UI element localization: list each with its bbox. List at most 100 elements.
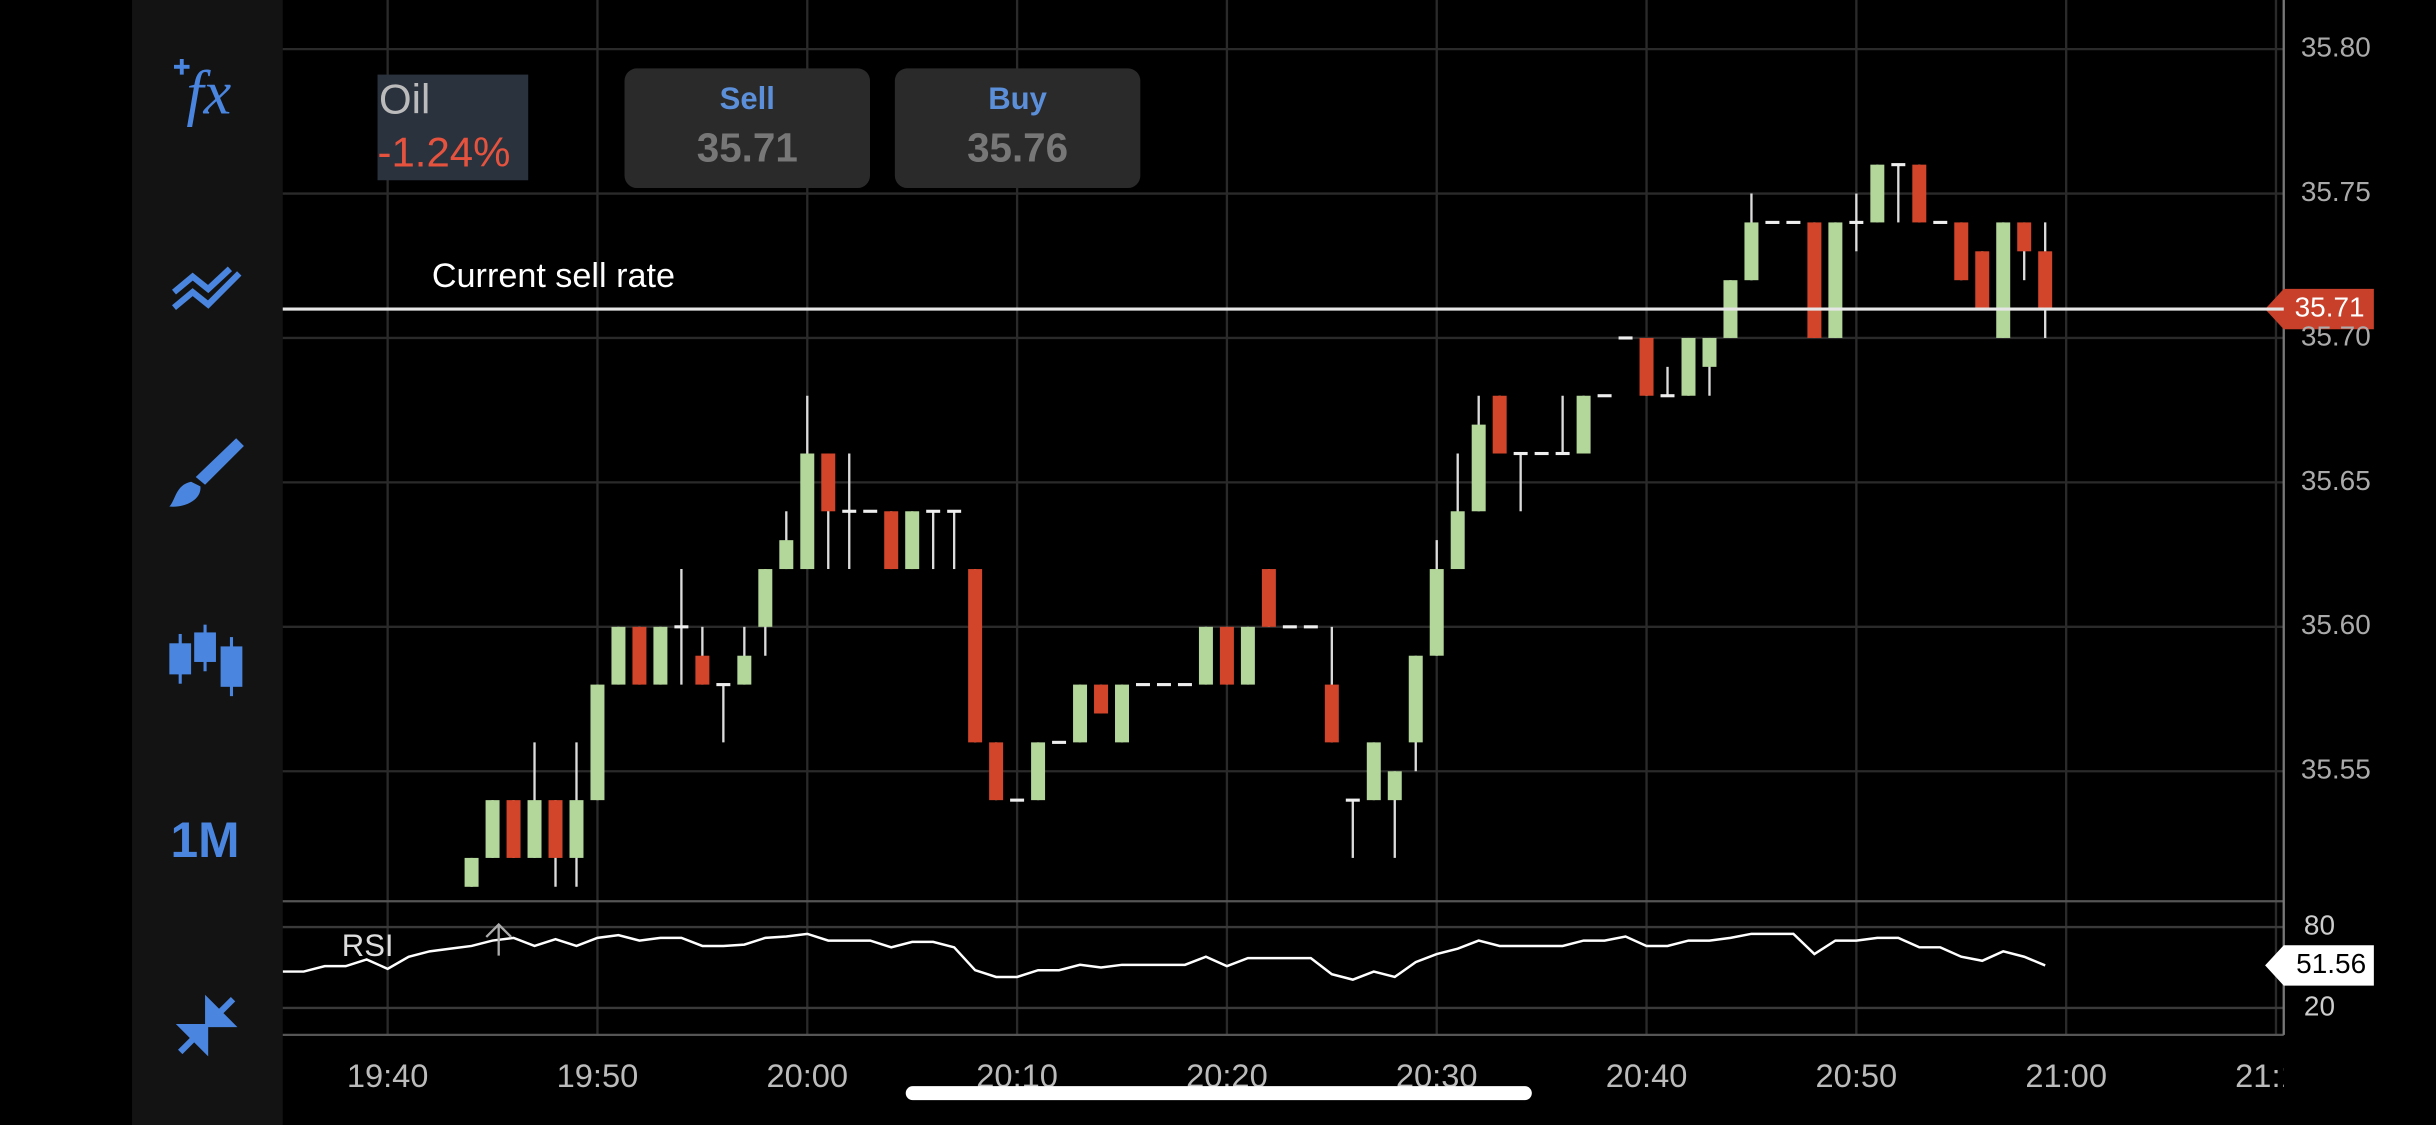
candle-body (821, 453, 836, 512)
rsi-label: RSI (342, 928, 394, 963)
candle-body (1744, 222, 1759, 281)
x-tick-label: 21:10 (2235, 1057, 2317, 1094)
candle-body (1240, 626, 1255, 685)
trend-icon (172, 266, 233, 295)
x-tick-label: 19:40 (347, 1057, 429, 1094)
candle-body (485, 800, 500, 858)
candle-icon (194, 632, 216, 662)
candle-body (1094, 684, 1109, 714)
candle-icon (169, 643, 192, 675)
sell-button[interactable]: Sell 35.71 (624, 68, 870, 189)
buy-price: 35.76 (967, 124, 1068, 170)
arrow-icon (205, 994, 238, 1028)
y-tick-label: 35.75 (2301, 176, 2371, 207)
candle-body (989, 742, 1004, 801)
timeframe-button[interactable]: 1M (171, 812, 240, 868)
y-tick-label: 35.80 (2301, 31, 2371, 62)
indicators-button[interactable] (172, 266, 242, 311)
y-tick-label: 35.65 (2301, 465, 2371, 496)
sell-label: Sell (720, 81, 775, 116)
x-tick-label: 20:40 (1606, 1057, 1688, 1094)
candle-body (1324, 684, 1339, 743)
rsi-value: 51.56 (2296, 948, 2366, 979)
instrument-box[interactable] (377, 74, 529, 181)
candle-body (1681, 337, 1696, 396)
candle-body (1471, 424, 1486, 512)
candle-body (506, 800, 521, 858)
collapse-button[interactable] (175, 994, 238, 1057)
y2-tick-label: 20 (2304, 990, 2335, 1021)
candle-body (464, 857, 479, 887)
candle-body (884, 511, 899, 570)
candle-body (1115, 684, 1129, 743)
instrument-change: -1.24% (378, 128, 511, 175)
y-tick-label: 35.60 (2301, 609, 2371, 640)
candle-body (590, 684, 605, 801)
candle-body (1261, 569, 1276, 627)
candle-body (1408, 655, 1423, 743)
candle-body (1912, 164, 1927, 223)
y-tick-label: 35.70 (2301, 320, 2371, 351)
x-tick-label: 19:50 (557, 1057, 639, 1094)
candle-body (1639, 337, 1654, 396)
brush-icon (169, 481, 201, 507)
x-axis: 19:40 19:50 20:00 20:10 20:20 20:30 20:40 20:50… (347, 1057, 2317, 1094)
draw-button[interactable] (169, 438, 244, 507)
rsi-line (282, 932, 2046, 981)
candle-body (1366, 742, 1381, 801)
price-tags: 35.71 51.56 (2265, 288, 2374, 986)
candle-body (905, 511, 920, 570)
sell-box (624, 68, 870, 189)
brush-icon (195, 438, 244, 485)
candle-icon (220, 646, 243, 687)
candle-body (737, 655, 752, 685)
candle-body (695, 655, 710, 685)
candle-body (779, 540, 794, 570)
toolbar (132, 0, 283, 1125)
candle-body (1702, 337, 1717, 367)
arrow-icon (175, 1023, 209, 1057)
candle-body (1387, 771, 1402, 801)
x-tick-label: 21:00 (2025, 1057, 2107, 1094)
instrument-name: Oil (379, 76, 430, 123)
formula-button[interactable]: fx (174, 59, 232, 128)
candle-body (632, 626, 647, 685)
candle-body (1198, 626, 1213, 685)
grid (282, 0, 2284, 1035)
home-indicator[interactable] (905, 1086, 1532, 1101)
candle-body (1870, 164, 1885, 223)
candle-body (758, 569, 773, 627)
current-rate-tag (2265, 288, 2374, 330)
candle-body (1429, 569, 1444, 656)
formula-icon: fx (186, 60, 231, 128)
candle-body (1954, 222, 1969, 281)
price-plot (464, 163, 2053, 887)
candle-body (548, 800, 563, 858)
buy-box (894, 68, 1141, 189)
y-tick-label: 35.55 (2301, 754, 2371, 785)
candle-body (1031, 742, 1046, 801)
current-rate-label: Current sell rate (432, 257, 675, 295)
cursor-icon (485, 922, 512, 956)
candle-body (527, 800, 542, 858)
candle-body (1219, 626, 1234, 685)
candle-body (1576, 395, 1591, 454)
y2-tick-label: 80 (2304, 909, 2335, 940)
candle-body (611, 626, 626, 685)
candle-body (2017, 222, 2032, 252)
candle-body (1450, 511, 1465, 570)
buy-button[interactable]: Buy 35.76 (894, 68, 1141, 189)
candle-body (1828, 222, 1843, 338)
chart-type-button[interactable] (169, 624, 243, 697)
buy-label: Buy (988, 81, 1047, 116)
candle-body (1975, 251, 1990, 310)
candle-body (1996, 222, 2011, 338)
candle-body (569, 800, 584, 858)
candle-body (1807, 222, 1822, 338)
trend-icon (172, 271, 242, 311)
candle-body (800, 453, 815, 570)
candle-body (653, 626, 668, 685)
